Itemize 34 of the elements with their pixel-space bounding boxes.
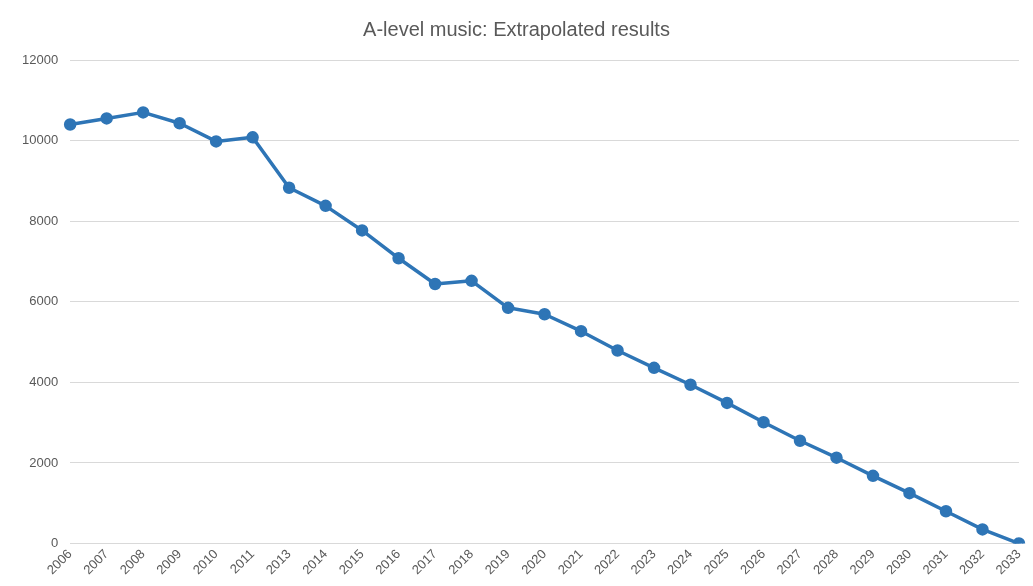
- point: [830, 451, 843, 464]
- point: [903, 486, 916, 500]
- point: [611, 344, 624, 357]
- point: [976, 523, 989, 536]
- point: [319, 199, 332, 213]
- y-tick-label: 4000: [29, 373, 59, 389]
- point: [282, 181, 296, 194]
- point: [428, 277, 442, 291]
- point: [136, 106, 150, 119]
- point: [173, 117, 186, 130]
- y-tick-label: 0: [50, 535, 59, 551]
- point: [574, 324, 588, 338]
- point: [684, 378, 697, 392]
- point: [63, 118, 77, 131]
- y-tick-label: 8000: [29, 212, 59, 228]
- y-tick-label: 2000: [29, 454, 59, 470]
- point: [720, 396, 734, 410]
- point: [757, 415, 770, 429]
- point: [355, 224, 369, 237]
- point: [538, 308, 551, 321]
- point: [866, 469, 880, 483]
- point: [465, 274, 478, 288]
- point: [392, 251, 405, 265]
- point: [246, 131, 259, 144]
- point: [209, 135, 223, 148]
- y-tick-label: 6000: [29, 293, 59, 309]
- y-tick-label: 10000: [21, 132, 59, 148]
- point: [793, 434, 807, 448]
- point: [501, 301, 515, 315]
- chart-title: A-level music: Extrapolated results: [363, 17, 670, 40]
- y-tick-label: 12000: [21, 51, 59, 67]
- point: [647, 361, 661, 375]
- point: [100, 112, 113, 125]
- point: [939, 505, 953, 518]
